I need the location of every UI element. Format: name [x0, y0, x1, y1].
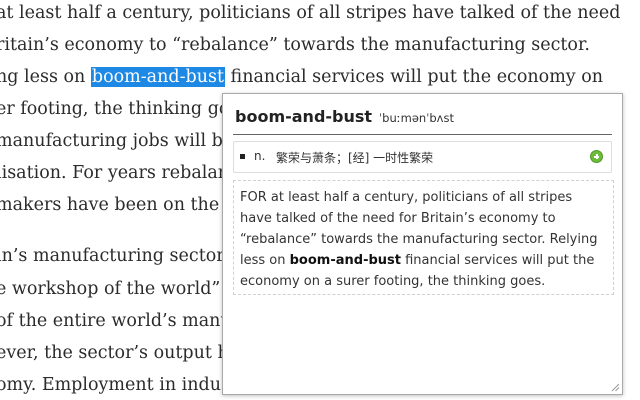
popup-header: boom-and-bust ˈbuːmənˈbʌst [233, 104, 612, 135]
definition-row: n. 繁荣与萧条；[经] 一时性繁荣 [233, 141, 612, 173]
phonetic: ˈbuːmənˈbʌst [379, 111, 454, 125]
article-line-2: ritain’s economy to “rebalance” towards … [0, 35, 590, 55]
definition-text: 繁荣与萧条；[经] 一时性繁荣 [276, 151, 434, 165]
article-line-3: ng less on boom-and-bust financial servi… [0, 67, 603, 87]
article-line-3-end: financial services will put the economy … [224, 67, 604, 87]
context-sentence: FOR at least half a century, politicians… [233, 180, 614, 295]
headword: boom-and-bust [235, 107, 373, 126]
article-line-5: manufacturing jobs will b [0, 131, 223, 151]
article-line-11: ever, the sector’s output ha [0, 343, 240, 363]
dictionary-popup[interactable]: boom-and-bust ˈbuːmənˈbʌst n. 繁荣与萧条；[经] … [222, 93, 623, 395]
context-after: financial services will put the economy … [240, 253, 595, 289]
article-line-3-start: ng less on [0, 67, 91, 87]
article-line-6: lisation. For years rebalan [0, 163, 230, 183]
context-before: FOR at least half a century, politicians… [240, 190, 598, 268]
article-line-7: makers have been on the m [0, 195, 242, 215]
resize-grip-icon[interactable] [611, 383, 620, 392]
selected-word[interactable]: boom-and-bust [90, 67, 225, 87]
context-keyword: boom-and-bust [289, 253, 401, 268]
article-line-9: e workshop of the world”. [0, 279, 226, 299]
article-line-8: in’s manufacturing sector [0, 246, 225, 266]
part-of-speech: n. [254, 149, 266, 163]
add-plus-icon[interactable] [590, 150, 603, 163]
bullet-icon [240, 154, 245, 159]
article-line-4: er footing, the thinking go [0, 99, 230, 119]
article-line-1: at least half a century, politicians of … [0, 3, 621, 23]
article-line-10: of the entire world’s manu [0, 311, 232, 331]
article-line-12: omy. Employment in indu [0, 375, 221, 395]
